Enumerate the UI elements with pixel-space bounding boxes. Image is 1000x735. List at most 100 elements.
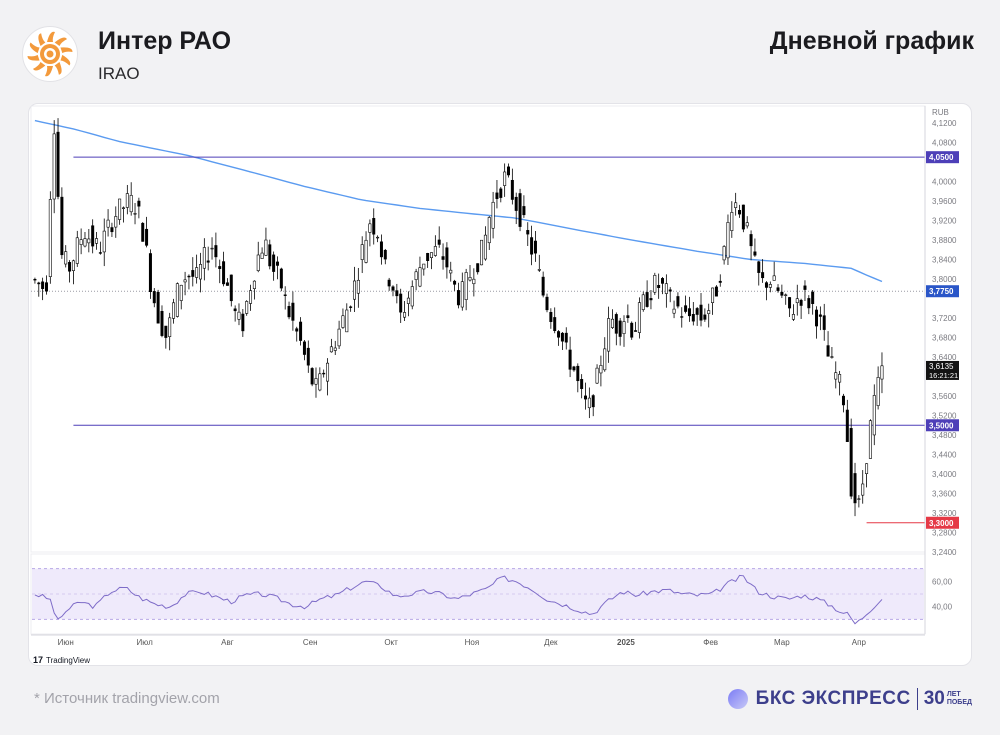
candle-body-55 [245, 301, 249, 314]
candle-body-197 [791, 314, 795, 320]
candle-body-129 [530, 237, 534, 255]
brand-name: БКС ЭКСПРЕСС [755, 688, 911, 709]
candle-body-110 [456, 290, 460, 306]
candle-body-201 [807, 298, 811, 309]
candle-body-191 [768, 284, 772, 288]
candle-body-195 [784, 294, 788, 296]
candle-body-127 [522, 206, 526, 216]
candle-body-16 [95, 238, 99, 244]
candle-body-91 [383, 249, 387, 260]
y-tick-5: 3,8800 [932, 236, 957, 245]
candle-body-155 [630, 322, 634, 338]
candle-body-132 [541, 276, 545, 296]
candle-body-157 [637, 302, 641, 333]
ticker-symbol: IRAO [98, 64, 140, 83]
candle-body-109 [453, 280, 457, 285]
candle-body-213 [853, 473, 857, 504]
candle-body-202 [811, 291, 815, 304]
candle-body-72 [310, 368, 314, 385]
candle-body-203 [815, 309, 819, 327]
candle-body-1 [37, 282, 41, 285]
candle-body-13 [83, 238, 87, 247]
candle-body-97 [406, 297, 410, 304]
sun-logo-icon [27, 31, 73, 77]
candle-body-190 [764, 282, 768, 288]
y-tick-0: 4,1200 [932, 119, 957, 128]
chart-type-label: Дневной график [769, 27, 974, 55]
candle-body-113 [468, 277, 472, 281]
candle-body-147 [599, 365, 603, 374]
x-tick-3: Сен [303, 638, 318, 647]
candle-body-78 [333, 347, 337, 351]
candle-body-24 [125, 193, 129, 208]
candle-body-200 [803, 285, 807, 290]
candle-body-160 [649, 298, 653, 301]
y-tick-19: 3,2400 [932, 548, 957, 557]
candle-body-220 [880, 365, 884, 380]
candle-body-102 [426, 253, 430, 261]
candle-body-180 [726, 222, 730, 259]
x-tick-5: Ноя [465, 638, 480, 647]
candle-body-60 [264, 239, 268, 256]
rsi-layer: 60,00 40,00 [32, 568, 953, 625]
candle-body-176 [711, 287, 715, 303]
candle-body-219 [876, 377, 880, 406]
candle-body-92 [387, 279, 391, 287]
sun-ray-1 [54, 37, 67, 47]
candle-body-153 [622, 321, 626, 334]
candle-body-114 [472, 278, 476, 285]
candle-body-214 [857, 498, 861, 500]
level-tag-1 [926, 285, 959, 298]
x-tick-6: Дек [544, 638, 558, 647]
candle-body-144 [587, 397, 591, 409]
candle-body-217 [868, 420, 872, 459]
candle-body-146 [595, 367, 599, 384]
candle-body-77 [329, 346, 333, 353]
candle-body-199 [799, 299, 803, 306]
candle-body-117 [483, 234, 487, 260]
candle-body-192 [772, 275, 776, 281]
candle-body-105 [437, 239, 441, 245]
candle-body-211 [845, 409, 849, 442]
x-tick-2: Авг [221, 638, 234, 647]
sun-ray-7 [27, 54, 40, 61]
level-tag-0 [926, 151, 959, 164]
level-label-3: 3,3000 [929, 519, 954, 528]
candle-body-115 [476, 263, 480, 273]
candle-body-73 [314, 378, 318, 385]
candle-body-17 [98, 252, 102, 254]
candle-body-30 [148, 253, 152, 292]
candle-body-173 [699, 304, 703, 321]
candle-body-212 [849, 428, 853, 497]
candle-body-54 [241, 313, 245, 332]
candle-body-175 [707, 310, 711, 314]
brand-tagline: ЛЕТ ПОБЕД [947, 691, 972, 707]
candle-body-101 [422, 263, 426, 270]
candle-body-33 [160, 311, 164, 336]
candle-body-3 [44, 282, 48, 292]
candle-body-178 [718, 280, 722, 283]
candle-body-208 [834, 372, 838, 380]
candle-body-94 [395, 290, 399, 297]
candle-body-57 [252, 280, 256, 289]
candle-body-141 [576, 365, 580, 382]
candle-body-183 [738, 209, 742, 215]
source-note: * Источник tradingview.com [34, 690, 220, 707]
candle-body-196 [788, 297, 792, 309]
candle-body-188 [757, 261, 761, 273]
candle-body-154 [626, 315, 630, 319]
candle-body-177 [714, 286, 718, 297]
x-tick-9: Мар [774, 638, 790, 647]
tradingview-watermark: 17 TradingView [33, 655, 90, 665]
candle-body-187 [753, 251, 757, 256]
y-tick-7: 3,8000 [932, 275, 957, 284]
candle-body-69 [299, 321, 303, 341]
candle-body-185 [745, 222, 749, 227]
last-price-time: 16:21:21 [929, 371, 958, 380]
candle-body-145 [591, 395, 595, 408]
candle-body-8 [64, 251, 68, 265]
candle-body-166 [672, 308, 676, 314]
candle-body-25 [129, 195, 133, 213]
candle-body-87 [368, 223, 372, 233]
